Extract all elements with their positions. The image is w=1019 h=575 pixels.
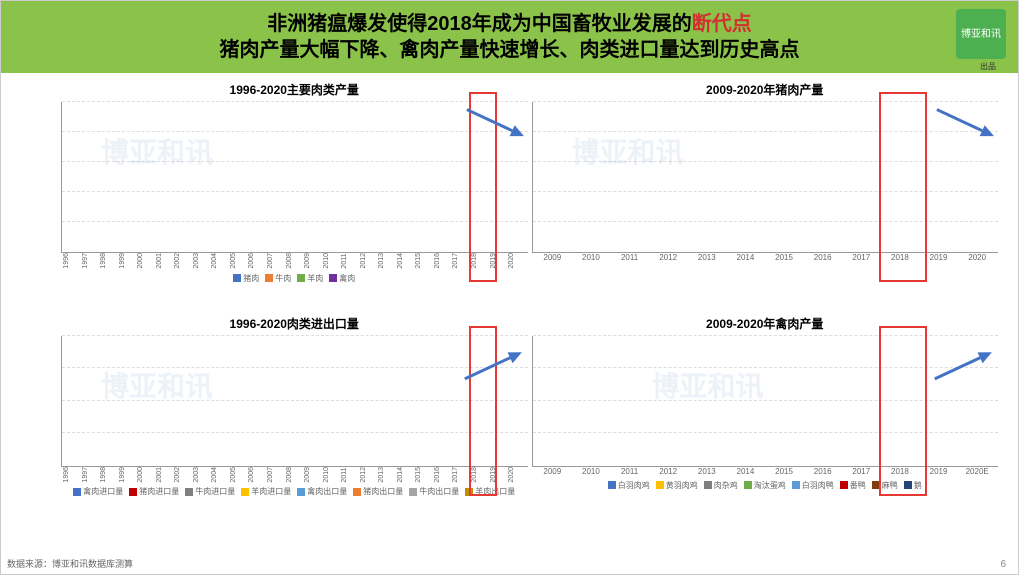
chart1-plot (61, 102, 528, 253)
footer-source: 数据来源：博亚和讯数据库测算 (7, 557, 133, 570)
title-line1: 非洲猪瘟爆发使得2018年成为中国畜牧业发展的 (267, 13, 692, 35)
header: 非洲猪瘟爆发使得2018年成为中国畜牧业发展的断代点 猪肉产量大幅下降、禽肉产量… (1, 1, 1018, 73)
chart-2: 2009-2020年猪肉产量 2009201020112012201320142… (532, 81, 999, 311)
chart3-xlabels: 1996199719981999200020012002200320042005… (61, 467, 528, 483)
charts-grid: 1996-2020主要肉类产量 199619971998199920002001… (1, 73, 1018, 574)
chart4-xlabels: 2009201020112012201320142015201620172018… (532, 467, 999, 476)
title: 非洲猪瘟爆发使得2018年成为中国畜牧业发展的断代点 猪肉产量大幅下降、禽肉产量… (220, 11, 800, 63)
chart4-plot (532, 336, 999, 467)
chart-4: 2009-2020年禽肉产量 2009201020112012201320142… (532, 315, 999, 545)
chart1-legend: 猪肉牛肉羊肉禽肉 (61, 273, 528, 284)
logo: 博亚和讯 (956, 9, 1006, 59)
title-line2: 猪肉产量大幅下降、禽肉产量快速增长、肉类进口量达到历史高点 (220, 39, 800, 61)
logo-sub: 出品 (980, 61, 996, 72)
chart2-plot (532, 102, 999, 253)
chart3-legend: 禽肉进口量猪肉进口量牛肉进口量羊肉进口量禽肉出口量猪肉出口量牛肉出口量羊肉出口量 (61, 486, 528, 497)
chart-1: 1996-2020主要肉类产量 199619971998199920002001… (61, 81, 528, 311)
chart3-title: 1996-2020肉类进出口量 (61, 315, 528, 332)
chart-3: 1996-2020肉类进出口量 199619971998199920002001… (61, 315, 528, 545)
chart1-title: 1996-2020主要肉类产量 (61, 81, 528, 98)
chart4-legend: 白羽肉鸡黄羽肉鸡肉杂鸡淘汰蛋鸡白羽肉鸭番鸭麻鸭鹅 (532, 480, 999, 491)
chart4-title: 2009-2020年禽肉产量 (532, 315, 999, 332)
chart1-xlabels: 1996199719981999200020012002200320042005… (61, 253, 528, 269)
chart3-plot (61, 336, 528, 467)
chart2-xlabels: 2009201020112012201320142015201620172018… (532, 253, 999, 262)
chart2-title: 2009-2020年猪肉产量 (532, 81, 999, 98)
title-accent: 断代点 (692, 13, 752, 35)
page-number: 6 (1000, 559, 1006, 570)
slide: 非洲猪瘟爆发使得2018年成为中国畜牧业发展的断代点 猪肉产量大幅下降、禽肉产量… (0, 0, 1019, 575)
